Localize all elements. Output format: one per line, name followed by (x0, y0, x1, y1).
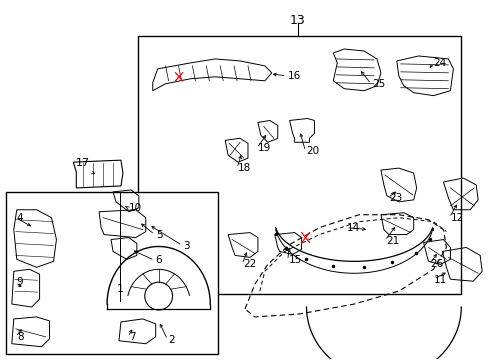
Text: 16: 16 (287, 71, 300, 81)
Text: 9: 9 (17, 277, 23, 287)
Text: 17: 17 (76, 158, 90, 168)
Text: 12: 12 (449, 213, 463, 223)
Text: 11: 11 (433, 275, 446, 285)
Text: 8: 8 (17, 332, 23, 342)
Text: 21: 21 (385, 235, 398, 246)
Text: 13: 13 (289, 14, 305, 27)
Text: 6: 6 (155, 255, 162, 265)
Text: 19: 19 (257, 143, 270, 153)
Text: 2: 2 (168, 335, 175, 345)
Text: 20: 20 (306, 146, 319, 156)
Text: 23: 23 (388, 193, 401, 203)
Text: 3: 3 (183, 240, 190, 251)
Text: 10: 10 (129, 203, 142, 213)
Text: 14: 14 (346, 223, 360, 233)
Text: 25: 25 (371, 79, 385, 89)
Text: 15: 15 (288, 255, 301, 265)
Text: 22: 22 (243, 260, 256, 269)
Bar (138, 36, 460, 294)
Text: 18: 18 (238, 163, 251, 173)
Text: 4: 4 (17, 213, 23, 223)
Text: 26: 26 (429, 260, 443, 269)
Text: 24: 24 (433, 58, 446, 68)
Text: 5: 5 (155, 230, 162, 240)
Text: 7: 7 (129, 332, 135, 342)
Bar (6, 192, 218, 354)
Text: 1: 1 (116, 284, 123, 294)
